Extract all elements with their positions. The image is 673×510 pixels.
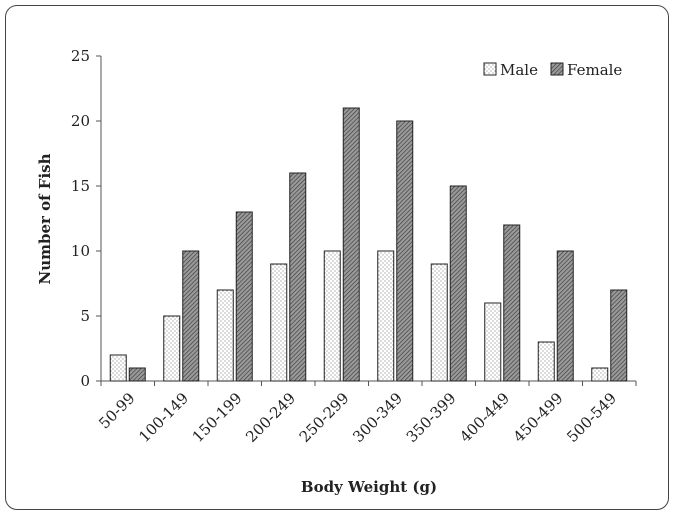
bar-male-50-99 — [109, 354, 127, 382]
axes — [100, 56, 636, 382]
bar-female-300-349 — [396, 120, 414, 382]
x-tick-label: 50-99 — [95, 389, 138, 432]
bar-male-300-349 — [377, 250, 395, 382]
y-tick-label: 10 — [71, 242, 90, 260]
bars — [109, 107, 628, 382]
y-axis-title: Number of Fish — [36, 153, 54, 284]
legend-label-male: Male — [500, 61, 538, 79]
legend-swatch-male — [483, 62, 497, 76]
bar-female-100-149 — [182, 250, 200, 382]
x-tick-label: 500-549 — [563, 389, 620, 446]
y-tick-label: 25 — [71, 47, 90, 65]
y-ticks: 0 5 10 15 20 25 — [71, 47, 101, 390]
x-tick-label: 300-349 — [349, 389, 406, 446]
bar-female-200-249 — [289, 172, 307, 382]
bar-female-500-549 — [610, 289, 628, 382]
bar-female-350-399 — [449, 185, 467, 382]
bar-male-450-499 — [537, 341, 555, 382]
bar-male-200-249 — [270, 263, 288, 382]
x-tick-label: 150-199 — [189, 389, 246, 446]
x-axis-title: Body Weight (g) — [301, 478, 437, 496]
bar-female-250-299 — [342, 107, 360, 382]
x-tick-label: 100-149 — [135, 389, 192, 446]
x-tick-label: 350-399 — [403, 389, 460, 446]
y-tick-label: 5 — [80, 307, 90, 325]
bar-male-150-199 — [216, 289, 234, 382]
bar-male-500-549 — [591, 367, 609, 382]
legend: Male Female — [483, 61, 622, 79]
x-tick-label: 200-249 — [242, 389, 299, 446]
x-tick-label: 400-449 — [456, 389, 513, 446]
bar-female-450-499 — [556, 250, 574, 382]
y-tick-label: 15 — [71, 177, 90, 195]
legend-label-female: Female — [567, 61, 622, 79]
bar-male-350-399 — [430, 263, 448, 382]
x-tick-label: 450-499 — [510, 389, 567, 446]
bar-male-400-449 — [484, 302, 502, 382]
bar-female-150-199 — [235, 211, 253, 382]
y-tick-label: 20 — [71, 112, 90, 130]
bar-female-400-449 — [503, 224, 521, 382]
y-tick-label: 0 — [80, 372, 90, 390]
bar-male-100-149 — [163, 315, 181, 382]
legend-swatch-female — [550, 62, 564, 76]
bar-female-50-99 — [128, 367, 146, 382]
bar-male-250-299 — [323, 250, 341, 382]
x-tick-label: 250-299 — [296, 389, 353, 446]
x-ticks: 50-99100-149150-199200-249250-299300-349… — [95, 381, 637, 446]
